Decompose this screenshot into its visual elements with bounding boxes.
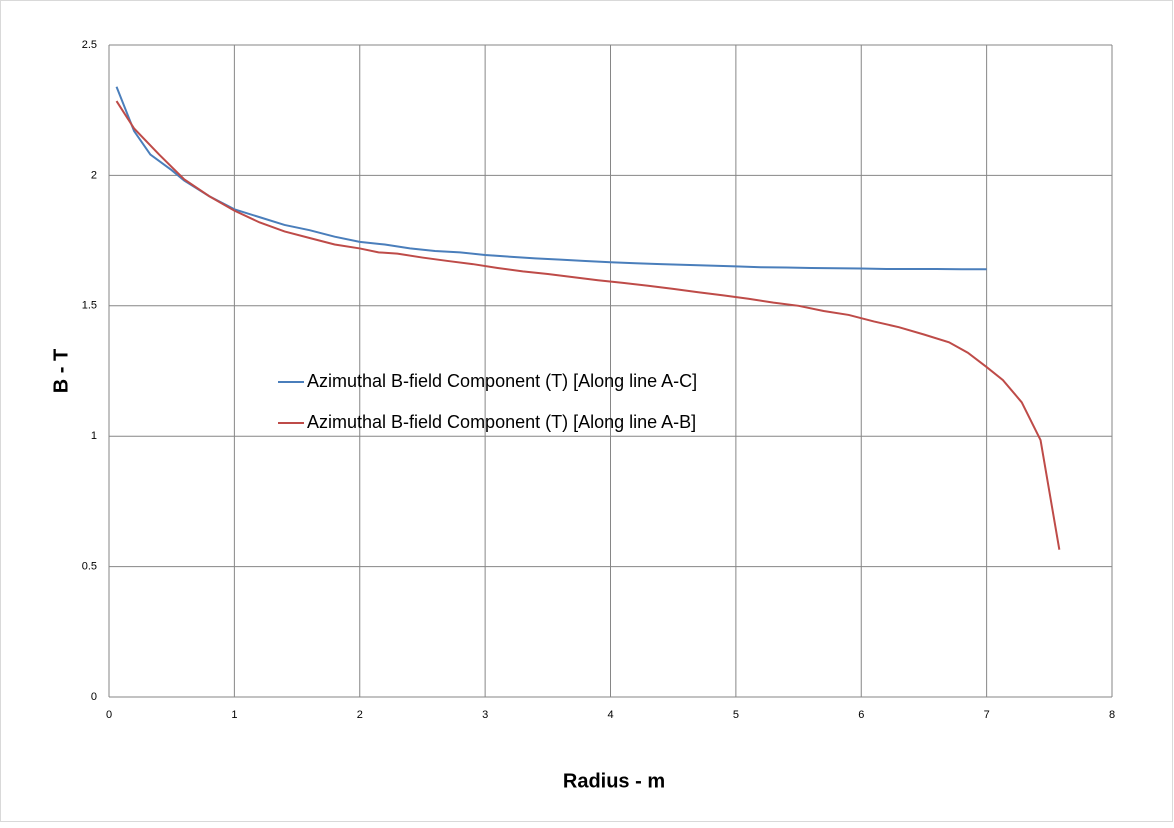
y-tick-label: 2 <box>91 169 97 181</box>
x-axis-title: Radius - m <box>563 770 665 792</box>
y-tick-label: 0.5 <box>82 561 97 573</box>
y-tick-label: 0 <box>91 691 97 703</box>
legend-entry: Azimuthal B-field Component (T) [Along l… <box>307 412 696 432</box>
legend-entry: Azimuthal B-field Component (T) [Along l… <box>307 371 697 391</box>
y-axis-title: B - T <box>50 349 72 393</box>
data-line <box>115 100 1061 550</box>
x-tick-label: 3 <box>482 709 488 721</box>
x-tick-label: 8 <box>1109 709 1115 721</box>
x-tick-label: 1 <box>231 709 237 721</box>
x-tick-label: 5 <box>733 709 739 721</box>
y-tick-label: 1 <box>91 430 97 442</box>
y-tick-label: 2.5 <box>82 39 97 51</box>
x-tick-label: 2 <box>357 709 363 721</box>
y-tick-label: 1.5 <box>82 300 97 312</box>
x-tick-label: 4 <box>607 709 613 721</box>
data-line <box>115 86 987 271</box>
x-tick-label: 7 <box>984 709 990 721</box>
x-tick-label: 6 <box>858 709 864 721</box>
x-tick-label: 0 <box>106 709 112 721</box>
